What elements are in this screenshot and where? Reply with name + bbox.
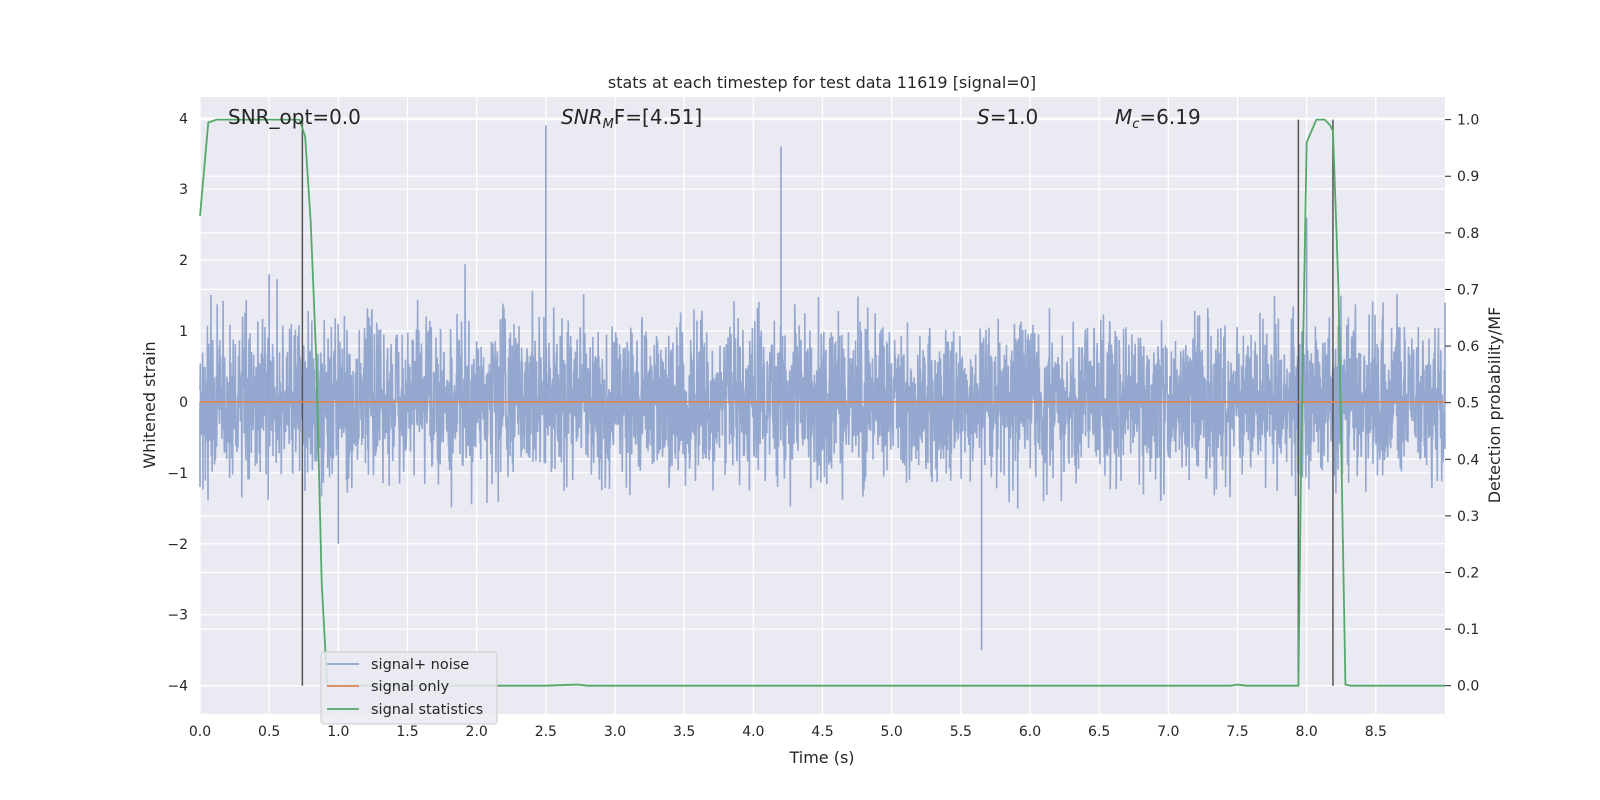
y-tick-label-left: −1 bbox=[167, 466, 188, 482]
y-tick-label-right: 0.8 bbox=[1457, 226, 1479, 242]
x-tick-label: 4.5 bbox=[811, 724, 833, 740]
x-tick-label: 5.5 bbox=[950, 724, 972, 740]
y-tick-label-left: −3 bbox=[167, 608, 188, 624]
annotation-snr-opt: SNR_opt=0.0 bbox=[228, 105, 361, 129]
x-tick-label: 3.5 bbox=[673, 724, 695, 740]
tick-labels: 0.0 0.5 1.0 1.5 2.0 2.5 3.0 3.5 4.0 4.5 5.0 5.5 6.0 6… bbox=[167, 111, 1479, 740]
y-tick-label-right: 0.9 bbox=[1457, 169, 1479, 185]
x-tick-label: 8.0 bbox=[1296, 724, 1318, 740]
annotation-snr-mf-main: SNR bbox=[561, 105, 603, 129]
y-tick-label-left: 1 bbox=[179, 324, 188, 340]
y-tick-label-right: 0.6 bbox=[1457, 339, 1479, 355]
legend: signal+ noise signal only signal statist… bbox=[320, 651, 498, 725]
y-tick-label-left: −4 bbox=[167, 679, 188, 695]
annotation-s-main: S bbox=[977, 105, 990, 129]
legend-box bbox=[320, 651, 498, 725]
x-tick-label: 6.0 bbox=[1019, 724, 1041, 740]
annotation-snr-mf-rest: F=[4.51] bbox=[614, 105, 702, 129]
x-tick-label: 7.0 bbox=[1157, 724, 1179, 740]
signal-plus-noise-line bbox=[199, 264, 1446, 509]
x-tick-label: 3.0 bbox=[604, 724, 626, 740]
y-tick-label-left: 2 bbox=[179, 253, 188, 269]
y-tick-label-right: 0.1 bbox=[1457, 622, 1479, 638]
x-tick-label: 8.5 bbox=[1365, 724, 1387, 740]
y-axis-label-left: Whitened strain bbox=[140, 341, 159, 468]
annotation-mc-rest: =6.19 bbox=[1139, 105, 1200, 129]
y-tick-label-left: −2 bbox=[167, 537, 188, 553]
y-tick-label-right: 0.3 bbox=[1457, 509, 1479, 525]
signal-plus-noise-series bbox=[199, 125, 1446, 651]
y-tick-label-left: 3 bbox=[179, 182, 188, 198]
x-tick-label: 2.0 bbox=[466, 724, 488, 740]
y-tick-label-right: 1.0 bbox=[1457, 113, 1479, 129]
x-tick-label: 4.0 bbox=[742, 724, 764, 740]
y-tick-label-left: 0 bbox=[179, 395, 188, 411]
annotation-snr-mf-sub: M bbox=[603, 117, 614, 132]
x-tick-label: 5.0 bbox=[881, 724, 903, 740]
chart-title: stats at each timestep for test data 116… bbox=[608, 73, 1036, 92]
signal-statistics-series bbox=[199, 118, 1445, 687]
y-tick-label-left: 4 bbox=[179, 111, 188, 127]
legend-label-signal-plus-noise: signal+ noise bbox=[371, 657, 469, 673]
legend-label-signal-only: signal only bbox=[371, 679, 450, 695]
x-tick-label: 1.0 bbox=[327, 724, 349, 740]
x-tick-label: 0.5 bbox=[258, 724, 280, 740]
annotation-mc-sub: c bbox=[1132, 117, 1139, 132]
x-tick-label: 1.5 bbox=[396, 724, 418, 740]
y-tick-label-right: 0.2 bbox=[1457, 565, 1479, 581]
annotation-s-rest: =1.0 bbox=[990, 105, 1039, 129]
legend-label-signal-statistics: signal statistics bbox=[371, 702, 483, 718]
x-tick-label: 6.5 bbox=[1088, 724, 1110, 740]
annotation-mc: Mc=6.19 bbox=[1115, 105, 1201, 132]
x-tick-label: 7.5 bbox=[1226, 724, 1248, 740]
y-tick-label-right: 0.4 bbox=[1457, 452, 1479, 468]
x-tick-label: 2.5 bbox=[535, 724, 557, 740]
y-tick-label-right: 0.0 bbox=[1457, 679, 1479, 695]
annotation-snr-mf: SNRMF=[4.51] bbox=[561, 105, 702, 132]
x-tick-label: 0.0 bbox=[189, 724, 211, 740]
signal-statistics-line bbox=[199, 118, 1445, 687]
y-axis-label-right: Detection probability/MF bbox=[1485, 307, 1504, 504]
annotation-s: S=1.0 bbox=[977, 105, 1038, 129]
x-axis-label: Time (s) bbox=[788, 748, 854, 767]
y-tick-label-right: 0.7 bbox=[1457, 282, 1479, 298]
y-tick-label-right: 0.5 bbox=[1457, 396, 1479, 412]
annotation-mc-main: M bbox=[1115, 105, 1132, 129]
